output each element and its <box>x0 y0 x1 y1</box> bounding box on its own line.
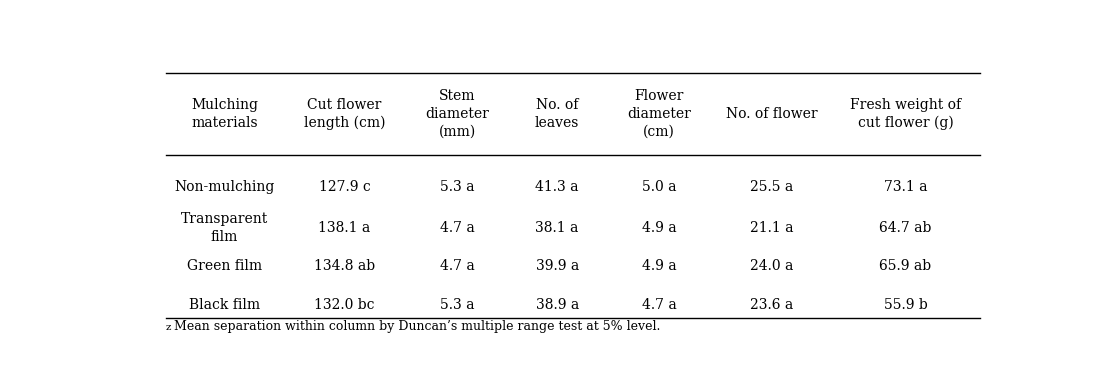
Text: 73.1 a: 73.1 a <box>884 180 927 194</box>
Text: Green film: Green film <box>187 259 262 273</box>
Text: 39.9 a: 39.9 a <box>536 259 579 273</box>
Text: 25.5 a: 25.5 a <box>750 180 794 194</box>
Text: 24.0 a: 24.0 a <box>750 259 794 273</box>
Text: Stem
diameter
(mm): Stem diameter (mm) <box>426 89 490 139</box>
Text: Flower
diameter
(cm): Flower diameter (cm) <box>627 89 691 139</box>
Text: 4.7 a: 4.7 a <box>440 259 475 273</box>
Text: 4.9 a: 4.9 a <box>642 259 676 273</box>
Text: 65.9 ab: 65.9 ab <box>880 259 931 273</box>
Text: 5.0 a: 5.0 a <box>642 180 676 194</box>
Text: 23.6 a: 23.6 a <box>750 298 794 312</box>
Text: 21.1 a: 21.1 a <box>750 221 794 235</box>
Text: 4.9 a: 4.9 a <box>642 221 676 235</box>
Text: 127.9 c: 127.9 c <box>319 180 370 194</box>
Text: 38.9 a: 38.9 a <box>536 298 579 312</box>
Text: 132.0 bc: 132.0 bc <box>314 298 375 312</box>
Text: 4.7 a: 4.7 a <box>440 221 475 235</box>
Text: 41.3 a: 41.3 a <box>536 180 579 194</box>
Text: Cut flower
length (cm): Cut flower length (cm) <box>304 98 386 130</box>
Text: No. of
leaves: No. of leaves <box>534 98 579 130</box>
Text: 134.8 ab: 134.8 ab <box>314 259 375 273</box>
Text: 38.1 a: 38.1 a <box>536 221 579 235</box>
Text: 64.7 ab: 64.7 ab <box>880 221 931 235</box>
Text: 138.1 a: 138.1 a <box>319 221 370 235</box>
Text: Black film: Black film <box>189 298 260 312</box>
Text: 5.3 a: 5.3 a <box>440 180 475 194</box>
Text: No. of flower: No. of flower <box>727 107 818 121</box>
Text: 4.7 a: 4.7 a <box>642 298 676 312</box>
Text: Non-mulching: Non-mulching <box>174 180 275 194</box>
Text: Mean separation within column by Duncan’s multiple range test at 5% level.: Mean separation within column by Duncan’… <box>174 320 661 333</box>
Text: Transparent
film: Transparent film <box>181 212 268 244</box>
Text: Fresh weight of
cut flower (g): Fresh weight of cut flower (g) <box>850 98 961 130</box>
Text: 55.9 b: 55.9 b <box>883 298 928 312</box>
Text: 5.3 a: 5.3 a <box>440 298 475 312</box>
Text: z: z <box>165 323 171 332</box>
Text: Mulching
materials: Mulching materials <box>191 98 258 130</box>
